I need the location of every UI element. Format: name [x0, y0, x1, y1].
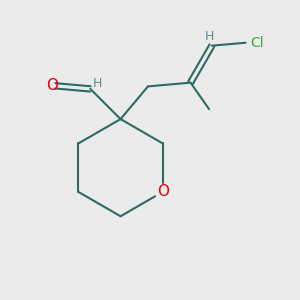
- Text: O: O: [46, 78, 58, 93]
- Text: O: O: [157, 184, 169, 200]
- Text: H: H: [205, 30, 214, 43]
- Text: H: H: [93, 76, 102, 89]
- Text: Cl: Cl: [250, 36, 264, 50]
